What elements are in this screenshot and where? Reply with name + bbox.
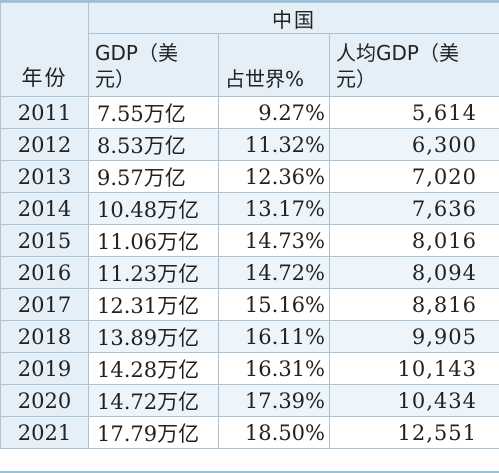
gdp-cell: 8.53万亿 (88, 128, 219, 161)
table-row: 2013 9.57万亿 12.36% 7,020 (0, 160, 499, 193)
year-column-header: 年份 (0, 2, 89, 97)
year-cell: 2011 (0, 96, 89, 129)
per-capita-header-line1: 人均GDP（美 (336, 41, 459, 65)
share-cell: 18.50% (218, 416, 330, 449)
gdp-cell: 7.55万亿 (88, 96, 219, 129)
china-group-header: 中国 (88, 2, 499, 34)
gdp-cell: 11.06万亿 (88, 224, 219, 257)
year-cell: 2021 (0, 416, 89, 449)
table-header: 年份 中国 GDP（美 元） 占世界% 人均GDP（美 元） (0, 2, 499, 97)
per-capita-column-header: 人均GDP（美 元） (329, 33, 499, 97)
table-row: 2014 10.48万亿 13.17% 7,636 (0, 192, 499, 225)
table-row: 2012 8.53万亿 11.32% 6,300 (0, 128, 499, 161)
table-row: 2019 14.28万亿 16.31% 10,143 (0, 352, 499, 385)
gdp-cell: 17.79万亿 (88, 416, 219, 449)
year-cell: 2014 (0, 192, 89, 225)
per-capita-cell: 9,905 (329, 320, 499, 353)
per-capita-header-line2: 元） (336, 67, 376, 91)
table-row: 2011 7.55万亿 9.27% 5,614 (0, 96, 499, 129)
table-row: 2015 11.06万亿 14.73% 8,016 (0, 224, 499, 257)
share-cell: 12.36% (218, 160, 330, 193)
per-capita-cell: 8,816 (329, 288, 499, 321)
year-cell: 2020 (0, 384, 89, 417)
table-row: 2016 11.23万亿 14.72% 8,094 (0, 256, 499, 289)
year-cell: 2013 (0, 160, 89, 193)
gdp-header-line1: GDP（美 (95, 41, 178, 65)
gdp-cell: 13.89万亿 (88, 320, 219, 353)
table-row: 2018 13.89万亿 16.11% 9,905 (0, 320, 499, 353)
gdp-cell: 9.57万亿 (88, 160, 219, 193)
per-capita-cell: 10,143 (329, 352, 499, 385)
year-cell: 2019 (0, 352, 89, 385)
share-cell: 11.32% (218, 128, 330, 161)
per-capita-cell: 12,551 (329, 416, 499, 449)
group-header-row: 年份 中国 (0, 2, 499, 97)
per-capita-cell: 5,614 (329, 96, 499, 129)
share-cell: 16.11% (218, 320, 330, 353)
share-cell: 15.16% (218, 288, 330, 321)
table-body: 2011 7.55万亿 9.27% 5,614 2012 8.53万亿 11.32% 6,30… (0, 96, 499, 449)
gdp-cell: 14.28万亿 (88, 352, 219, 385)
table-row: 2017 12.31万亿 15.16% 8,816 (0, 288, 499, 321)
gdp-cell: 14.72万亿 (88, 384, 219, 417)
year-cell: 2016 (0, 256, 89, 289)
share-cell: 14.73% (218, 224, 330, 257)
per-capita-cell: 7,636 (329, 192, 499, 225)
gdp-cell: 11.23万亿 (88, 256, 219, 289)
year-cell: 2017 (0, 288, 89, 321)
china-gdp-table: 年份 中国 GDP（美 元） 占世界% 人均GDP（美 元） 2011 7.55万… (0, 2, 499, 449)
year-cell: 2018 (0, 320, 89, 353)
share-cell: 9.27% (218, 96, 330, 129)
per-capita-cell: 7,020 (329, 160, 499, 193)
per-capita-cell: 8,016 (329, 224, 499, 257)
share-cell: 16.31% (218, 352, 330, 385)
share-cell: 14.72% (218, 256, 330, 289)
gdp-column-header: GDP（美 元） (88, 33, 219, 97)
column-header-row: GDP（美 元） 占世界% 人均GDP（美 元） (1, 33, 499, 97)
table-row: 2020 14.72万亿 17.39% 10,434 (0, 384, 499, 417)
year-cell: 2012 (0, 128, 89, 161)
gdp-cell: 10.48万亿 (88, 192, 219, 225)
per-capita-cell: 10,434 (329, 384, 499, 417)
gdp-cell: 12.31万亿 (88, 288, 219, 321)
share-column-header: 占世界% (218, 33, 330, 97)
per-capita-cell: 6,300 (329, 128, 499, 161)
year-cell: 2015 (0, 224, 89, 257)
per-capita-cell: 8,094 (329, 256, 499, 289)
share-cell: 13.17% (218, 192, 330, 225)
table-row: 2021 17.79万亿 18.50% 12,551 (0, 416, 499, 449)
share-cell: 17.39% (218, 384, 330, 417)
gdp-header-line2: 元） (95, 67, 135, 91)
